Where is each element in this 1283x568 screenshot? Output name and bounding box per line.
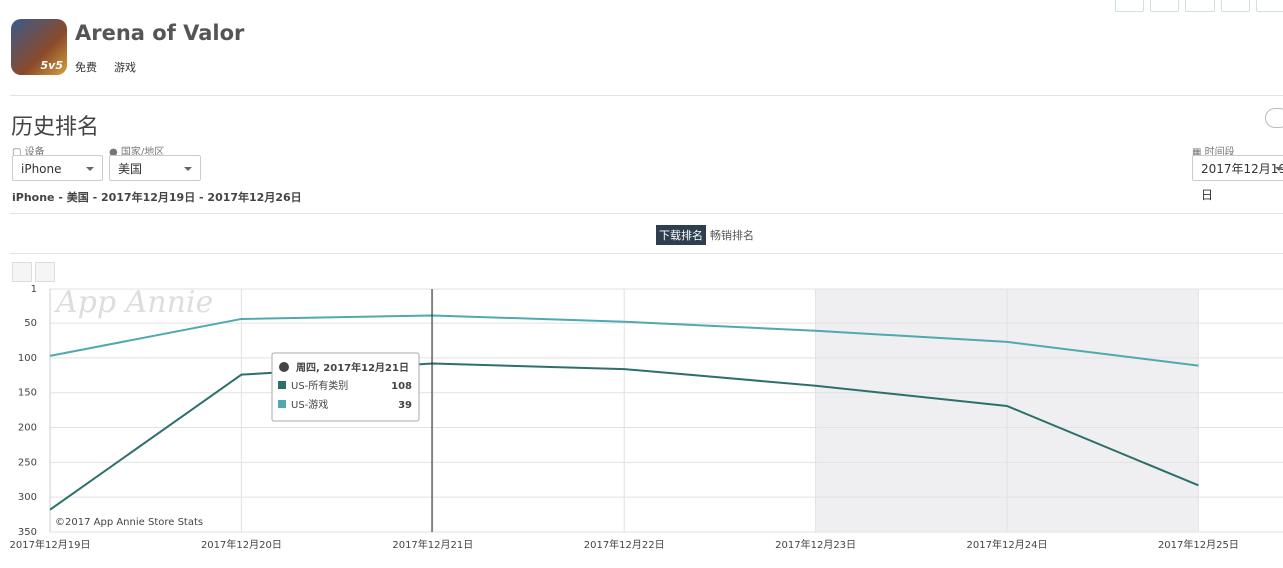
app-icon: 5v5 bbox=[11, 19, 67, 75]
tool-button[interactable] bbox=[1220, 0, 1250, 12]
y-tick-label: 50 bbox=[24, 318, 37, 329]
country-label-text: 国家/地区 bbox=[120, 147, 165, 158]
tooltip-swatch bbox=[278, 400, 286, 408]
tooltip-value: 39 bbox=[398, 400, 412, 411]
divider bbox=[10, 213, 1283, 214]
tool-button[interactable] bbox=[1115, 0, 1145, 12]
y-tick-label: 1 bbox=[31, 284, 37, 295]
y-tick-label: 250 bbox=[18, 457, 37, 468]
period-label-text: 时间段 bbox=[1204, 147, 1235, 158]
tool-button[interactable] bbox=[1150, 0, 1180, 12]
tab-active[interactable]: 下载排名 bbox=[656, 225, 706, 245]
device-label: ▢ 设备 bbox=[12, 147, 45, 158]
credit: ©2017 App Annie Store Stats bbox=[55, 517, 203, 528]
summary: iPhone - 美国 - 2017年12月19日 - 2017年12月26日 bbox=[12, 191, 302, 204]
tab[interactable]: 畅销排名 bbox=[710, 229, 754, 242]
country-label: ● 国家/地区 bbox=[109, 147, 165, 158]
zoom-button[interactable] bbox=[35, 262, 55, 282]
x-tick-label: 2017年12月19日 bbox=[10, 538, 91, 551]
tooltip-series: US-游戏 bbox=[291, 398, 328, 411]
y-tick-label: 100 bbox=[18, 353, 37, 364]
x-tick-label: 2017年12月22日 bbox=[584, 538, 665, 551]
device-select[interactable]: iPhone bbox=[12, 155, 103, 181]
toolbar bbox=[1115, 0, 1283, 12]
tool-button[interactable] bbox=[1255, 0, 1283, 12]
y-tick-label: 200 bbox=[18, 423, 37, 434]
series-line bbox=[49, 362, 1199, 511]
icon-label: 5v5 bbox=[40, 59, 63, 72]
watermark: App Annie bbox=[53, 285, 213, 320]
reset-button[interactable] bbox=[12, 262, 32, 282]
series-line bbox=[49, 314, 1199, 367]
tool-button[interactable] bbox=[1185, 0, 1215, 12]
help-button[interactable] bbox=[1265, 108, 1283, 128]
tooltip-series: US-所有类别 bbox=[291, 379, 348, 392]
tooltip-box bbox=[271, 352, 420, 422]
tooltip: 周四, 2017年12月21日 US-所有类别 108 US-游戏 39 bbox=[271, 352, 420, 422]
device-label-text: 设备 bbox=[24, 147, 45, 158]
period-input[interactable]: 2017年12月19日 bbox=[1192, 155, 1283, 202]
x-tick-label: 2017年12月24日 bbox=[967, 538, 1048, 551]
lines bbox=[49, 314, 1199, 511]
y-tick-label: 150 bbox=[18, 388, 37, 399]
tooltip-swatch bbox=[278, 381, 286, 389]
y-tick-label: 350 bbox=[18, 527, 37, 538]
x-tick-label: 2017年12月20日 bbox=[201, 538, 282, 551]
tooltip-value: 108 bbox=[391, 381, 412, 392]
divider bbox=[10, 253, 1283, 254]
x-tick-label: 2017年12月25日 bbox=[1158, 538, 1239, 551]
period-label: ▦ 时间段 bbox=[1192, 147, 1235, 158]
app-genre: 游戏 bbox=[114, 61, 136, 74]
x-tick-label: 2017年12月23日 bbox=[775, 538, 856, 551]
y-tick-label: 300 bbox=[18, 492, 37, 503]
tooltip-globe bbox=[279, 362, 289, 372]
divider bbox=[10, 95, 1283, 96]
app-name: Arena of Valor bbox=[75, 21, 245, 45]
app-price: 免费 bbox=[75, 61, 97, 74]
country-select[interactable]: 美国 bbox=[109, 155, 201, 181]
tooltip-title: 周四, 2017年12月21日 bbox=[296, 361, 409, 374]
x-tick-label: 2017年12月21日 bbox=[392, 538, 473, 551]
section-title: 历史排名 bbox=[11, 115, 100, 140]
